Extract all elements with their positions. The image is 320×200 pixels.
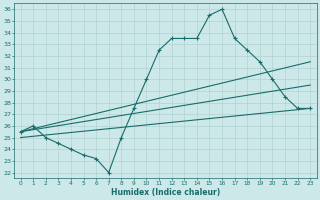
X-axis label: Humidex (Indice chaleur): Humidex (Indice chaleur) <box>111 188 220 197</box>
